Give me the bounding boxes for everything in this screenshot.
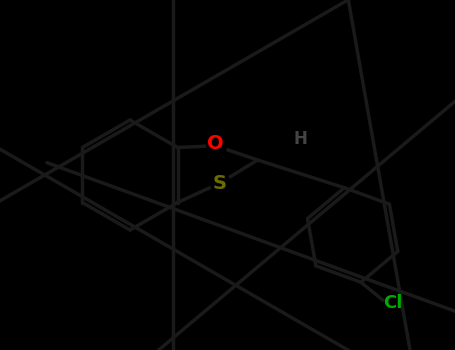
Text: H: H [293,130,308,148]
Text: Cl: Cl [383,294,403,312]
Text: O: O [207,134,224,153]
Text: S: S [212,174,227,193]
